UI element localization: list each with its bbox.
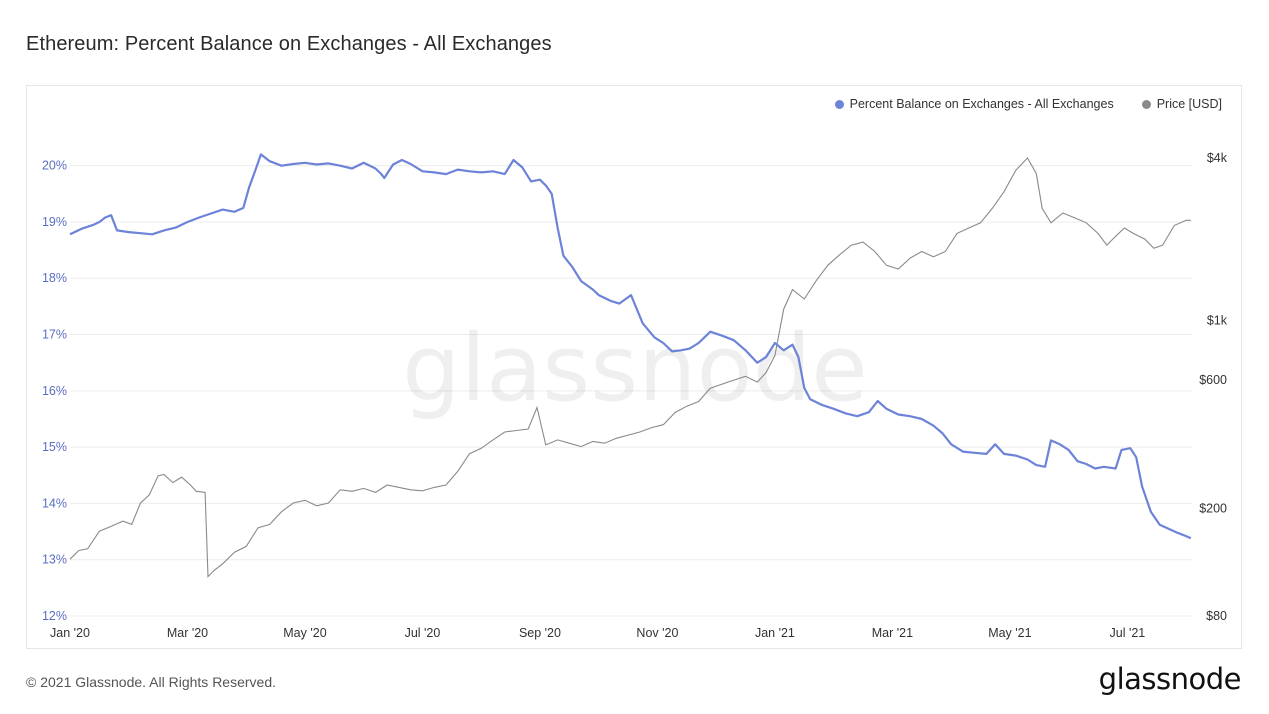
y-left-tick-label: 12% xyxy=(42,609,67,623)
y-left-tick-label: 20% xyxy=(42,159,67,173)
price-series-line xyxy=(69,157,1191,578)
balance-series-line xyxy=(69,153,1192,540)
x-tick-label: Jan '20 xyxy=(50,626,90,640)
y-left-tick-label: 13% xyxy=(42,553,67,567)
x-tick-label: Mar '20 xyxy=(167,626,208,640)
y-right-tick-label: $4k xyxy=(1207,151,1228,165)
copyright-text: © 2021 Glassnode. All Rights Reserved. xyxy=(26,674,277,690)
x-tick-label: Mar '21 xyxy=(872,626,913,640)
x-tick-label: Jul '21 xyxy=(1110,626,1146,640)
y-left-tick-label: 18% xyxy=(42,271,67,285)
y-left-tick-label: 19% xyxy=(42,215,67,229)
x-tick-label: May '20 xyxy=(283,626,326,640)
x-tick-label: May '21 xyxy=(988,626,1031,640)
y-left-tick-label: 16% xyxy=(42,384,67,398)
legend-dot-icon xyxy=(834,99,844,109)
page-title: Ethereum: Percent Balance on Exchanges -… xyxy=(26,33,552,55)
legend: Percent Balance on Exchanges - All Excha… xyxy=(834,97,1222,111)
x-axis: Jan '20 Mar '20 May '20 Jul '20 Sep '20 Nov '… xyxy=(50,626,1145,640)
x-tick-label: Jan '21 xyxy=(755,626,795,640)
y-left-tick-label: 14% xyxy=(42,496,67,510)
x-tick-label: Nov '20 xyxy=(636,626,678,640)
legend-label: Price [USD] xyxy=(1156,97,1222,111)
y-right-tick-label: $600 xyxy=(1199,373,1227,387)
y-right-tick-label: $200 xyxy=(1199,502,1227,516)
chart-frame xyxy=(26,85,1242,649)
legend-label: Percent Balance on Exchanges - All Excha… xyxy=(849,97,1114,111)
x-tick-label: Jul '20 xyxy=(405,626,441,640)
legend-dot-icon xyxy=(1141,99,1151,109)
legend-item-price[interactable]: Price [USD] xyxy=(1141,97,1222,111)
y-axis-left: 12% 13% 14% 15% 16% 17% 18% 19% 20% xyxy=(42,159,67,623)
brand-logo[interactable]: glassnode xyxy=(1098,662,1242,696)
y-left-tick-label: 17% xyxy=(42,328,67,342)
legend-item-balance[interactable]: Percent Balance on Exchanges - All Excha… xyxy=(834,97,1114,111)
y-right-tick-label: $1k xyxy=(1207,313,1228,327)
x-tick-label: Sep '20 xyxy=(519,626,561,640)
watermark: glassnode xyxy=(402,315,868,422)
y-right-tick-label: $80 xyxy=(1206,609,1227,623)
y-left-tick-label: 15% xyxy=(42,440,67,454)
y-axis-right: $4k $1k $600 $200 $80 xyxy=(1199,151,1228,623)
